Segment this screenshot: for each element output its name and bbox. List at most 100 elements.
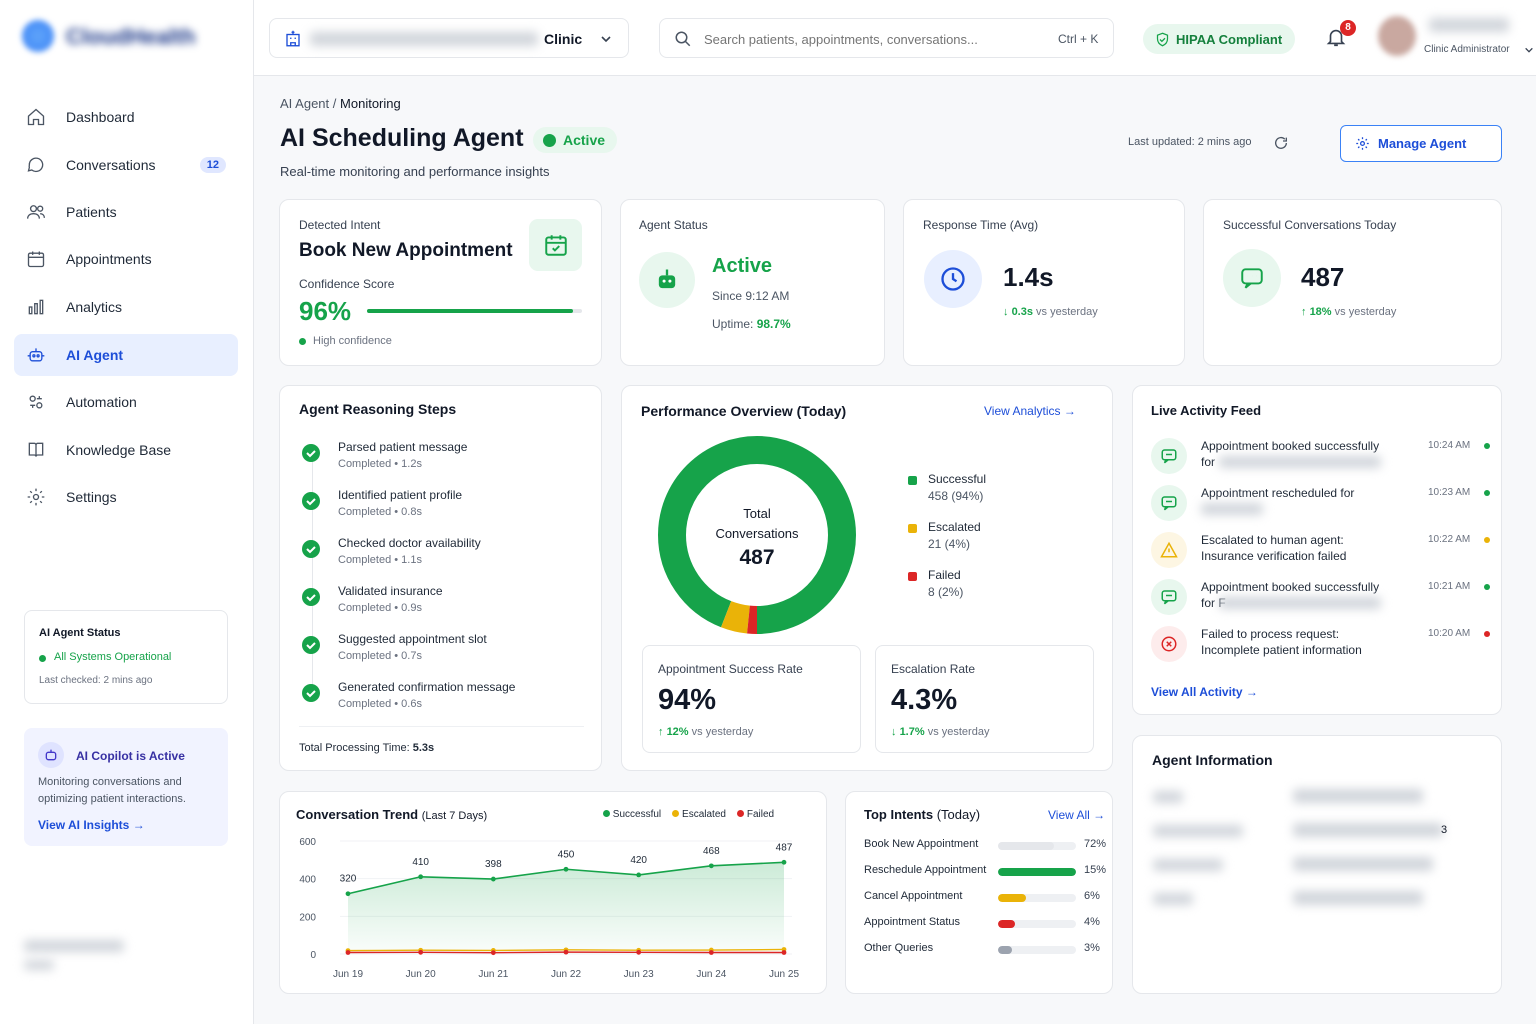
- performance-period: (Today): [796, 403, 847, 419]
- performance-title-text: Performance Overview: [641, 403, 793, 419]
- sidebar-item-patients[interactable]: Patients: [14, 191, 238, 233]
- confidence-bar-fill: [367, 309, 574, 313]
- view-analytics-link[interactable]: View Analytics →: [984, 404, 1076, 418]
- intent-name: Appointment Status: [864, 916, 961, 928]
- refresh-icon[interactable]: [1273, 135, 1289, 151]
- donut-center-label: Total Conversations 487: [678, 504, 836, 568]
- intent-bar-fill: [998, 868, 1076, 876]
- intent-row: Reschedule Appointment 15%: [864, 864, 1114, 884]
- sidebar-item-settings[interactable]: Settings: [14, 476, 238, 518]
- breadcrumb: AI Agent / Monitoring: [280, 96, 401, 111]
- data-label: 420: [630, 855, 647, 866]
- confidence-value: 96%: [299, 296, 352, 326]
- manage-agent-button[interactable]: Manage Agent: [1340, 125, 1502, 162]
- feed-time: 10:20 AM: [1428, 628, 1471, 639]
- x-tick-label: Jun 21: [478, 969, 508, 980]
- feed-text: Appointment rescheduled for: [1201, 486, 1355, 500]
- sidebar-item-conversations[interactable]: Conversations 12: [14, 144, 238, 186]
- search-bar[interactable]: Ctrl + K: [659, 18, 1114, 58]
- delta-value: 12%: [666, 726, 689, 738]
- success-rate-delta: ↑ 12% vs yesterday: [658, 726, 753, 738]
- trend-line-chart: 0 200 400 600 Jun 19 Jun 20 Jun 21 Jun 22 Jun 23…: [299, 837, 799, 980]
- delta-note: vs yesterday: [1036, 306, 1098, 318]
- view-ai-insights-link[interactable]: View AI Insights →: [38, 818, 145, 832]
- link-label: View All Activity: [1151, 685, 1243, 699]
- sidebar-item-automation[interactable]: Automation: [14, 381, 238, 423]
- x-tick-label: Jun 22: [551, 969, 581, 980]
- uptime-value: 98.7%: [756, 317, 791, 331]
- intent-pct: 4%: [1084, 916, 1100, 928]
- copilot-desc: Monitoring conversations and optimizing …: [38, 776, 186, 805]
- status-text: All Systems Operational: [54, 651, 172, 663]
- step-title: Parsed patient message: [338, 440, 468, 454]
- intent-bar-fill: [998, 894, 1027, 902]
- redacted-name: [1219, 456, 1381, 468]
- status-badge-label: Active: [563, 132, 606, 148]
- confidence-bar: [367, 309, 582, 313]
- top-intents-card: Top Intents (Today) View All → Book New …: [845, 791, 1113, 994]
- sidebar-item-analytics[interactable]: Analytics: [14, 286, 238, 328]
- agent-status-label: Agent Status: [639, 218, 708, 232]
- success-rate-label: Appointment Success Rate: [658, 662, 803, 676]
- status-card-title: AI Agent Status: [39, 627, 121, 639]
- legend-value: 8 (2%): [928, 585, 964, 599]
- sidebar-item-label: Patients: [66, 204, 117, 220]
- copilot-title: AI Copilot is Active: [76, 749, 185, 763]
- feed-time: 10:24 AM: [1428, 440, 1471, 451]
- data-point-failed: [636, 949, 642, 955]
- legend-swatch: [908, 572, 917, 581]
- total-label: Total Processing Time:: [299, 742, 410, 754]
- search-input[interactable]: [704, 29, 1024, 49]
- data-label: 410: [412, 857, 429, 868]
- notifications-button[interactable]: 8: [1325, 20, 1356, 54]
- donut-center-line1: Total: [743, 506, 771, 521]
- legend-failed: Failed: [746, 809, 775, 820]
- feed-item: Appointment booked successfully for 10:24…: [1151, 438, 1491, 482]
- feed-item: Appointment rescheduled for 10:23 AM: [1151, 485, 1491, 529]
- response-time-value: 1.4s: [1003, 262, 1054, 292]
- footer-blurred-2: [24, 960, 54, 970]
- top-intents-title-text: Top Intents: [864, 807, 934, 822]
- shield-check-icon: [1156, 32, 1169, 46]
- feed-text: Failed to process request: Incomplete pa…: [1201, 627, 1362, 657]
- book-icon: [28, 442, 44, 457]
- avatar[interactable]: [1378, 16, 1416, 56]
- data-point-failed: [708, 950, 714, 955]
- sidebar: CloudHealth Dashboard Conversations 12 P…: [0, 0, 254, 1024]
- info-key-3: [1153, 859, 1223, 871]
- user-role: Clinic Administrator: [1424, 44, 1510, 55]
- intent-row: Other Queries 3%: [864, 942, 1114, 962]
- breadcrumb-parent[interactable]: AI Agent: [280, 96, 330, 111]
- confidence-label: Confidence Score: [299, 277, 395, 291]
- successful-area: [348, 862, 784, 954]
- step-status: Completed • 0.7s: [338, 650, 422, 662]
- donut-center-value: 487: [739, 546, 775, 569]
- trend-legend: Successful Escalated Failed: [603, 809, 774, 820]
- sidebar-item-ai-agent[interactable]: AI Agent: [14, 334, 238, 376]
- data-label: 320: [340, 874, 357, 885]
- successful-conversations-card: Successful Conversations Today 487 ↑ 18%…: [1203, 199, 1502, 366]
- conversation-trend-card: Conversation Trend (Last 7 Days) Success…: [279, 791, 827, 994]
- feed-time: 10:23 AM: [1428, 487, 1471, 498]
- user-menu-chevron-icon[interactable]: [1524, 45, 1534, 55]
- feed-time: 10:21 AM: [1428, 581, 1471, 592]
- clinic-selector[interactable]: Clinic: [269, 18, 629, 58]
- sidebar-item-label: AI Agent: [66, 347, 124, 363]
- intent-bar: [998, 842, 1076, 850]
- response-time-label: Response Time (Avg): [923, 218, 1039, 232]
- legend-successful: Successful: [612, 809, 662, 820]
- total-processing-time: Total Processing Time: 5.3s: [299, 742, 434, 754]
- info-key-4: [1153, 893, 1193, 905]
- sidebar-item-knowledge-base[interactable]: Knowledge Base: [14, 429, 238, 471]
- step-title: Suggested appointment slot: [338, 632, 487, 646]
- agent-information-card: Agent Information 3: [1132, 735, 1502, 994]
- link-label: View Analytics: [984, 404, 1061, 418]
- sidebar-item-appointments[interactable]: Appointments: [14, 238, 238, 280]
- view-all-activity-link[interactable]: View All Activity →: [1151, 685, 1258, 699]
- sidebar-item-dashboard[interactable]: Dashboard: [14, 96, 238, 138]
- view-all-intents-link[interactable]: View All →: [1048, 808, 1106, 822]
- intent-bar: [998, 868, 1076, 876]
- user-name-blurred: [1429, 18, 1509, 32]
- info-val-3: [1293, 857, 1433, 871]
- response-time-card: Response Time (Avg) 1.4s ↓ 0.3s vs yeste…: [903, 199, 1185, 366]
